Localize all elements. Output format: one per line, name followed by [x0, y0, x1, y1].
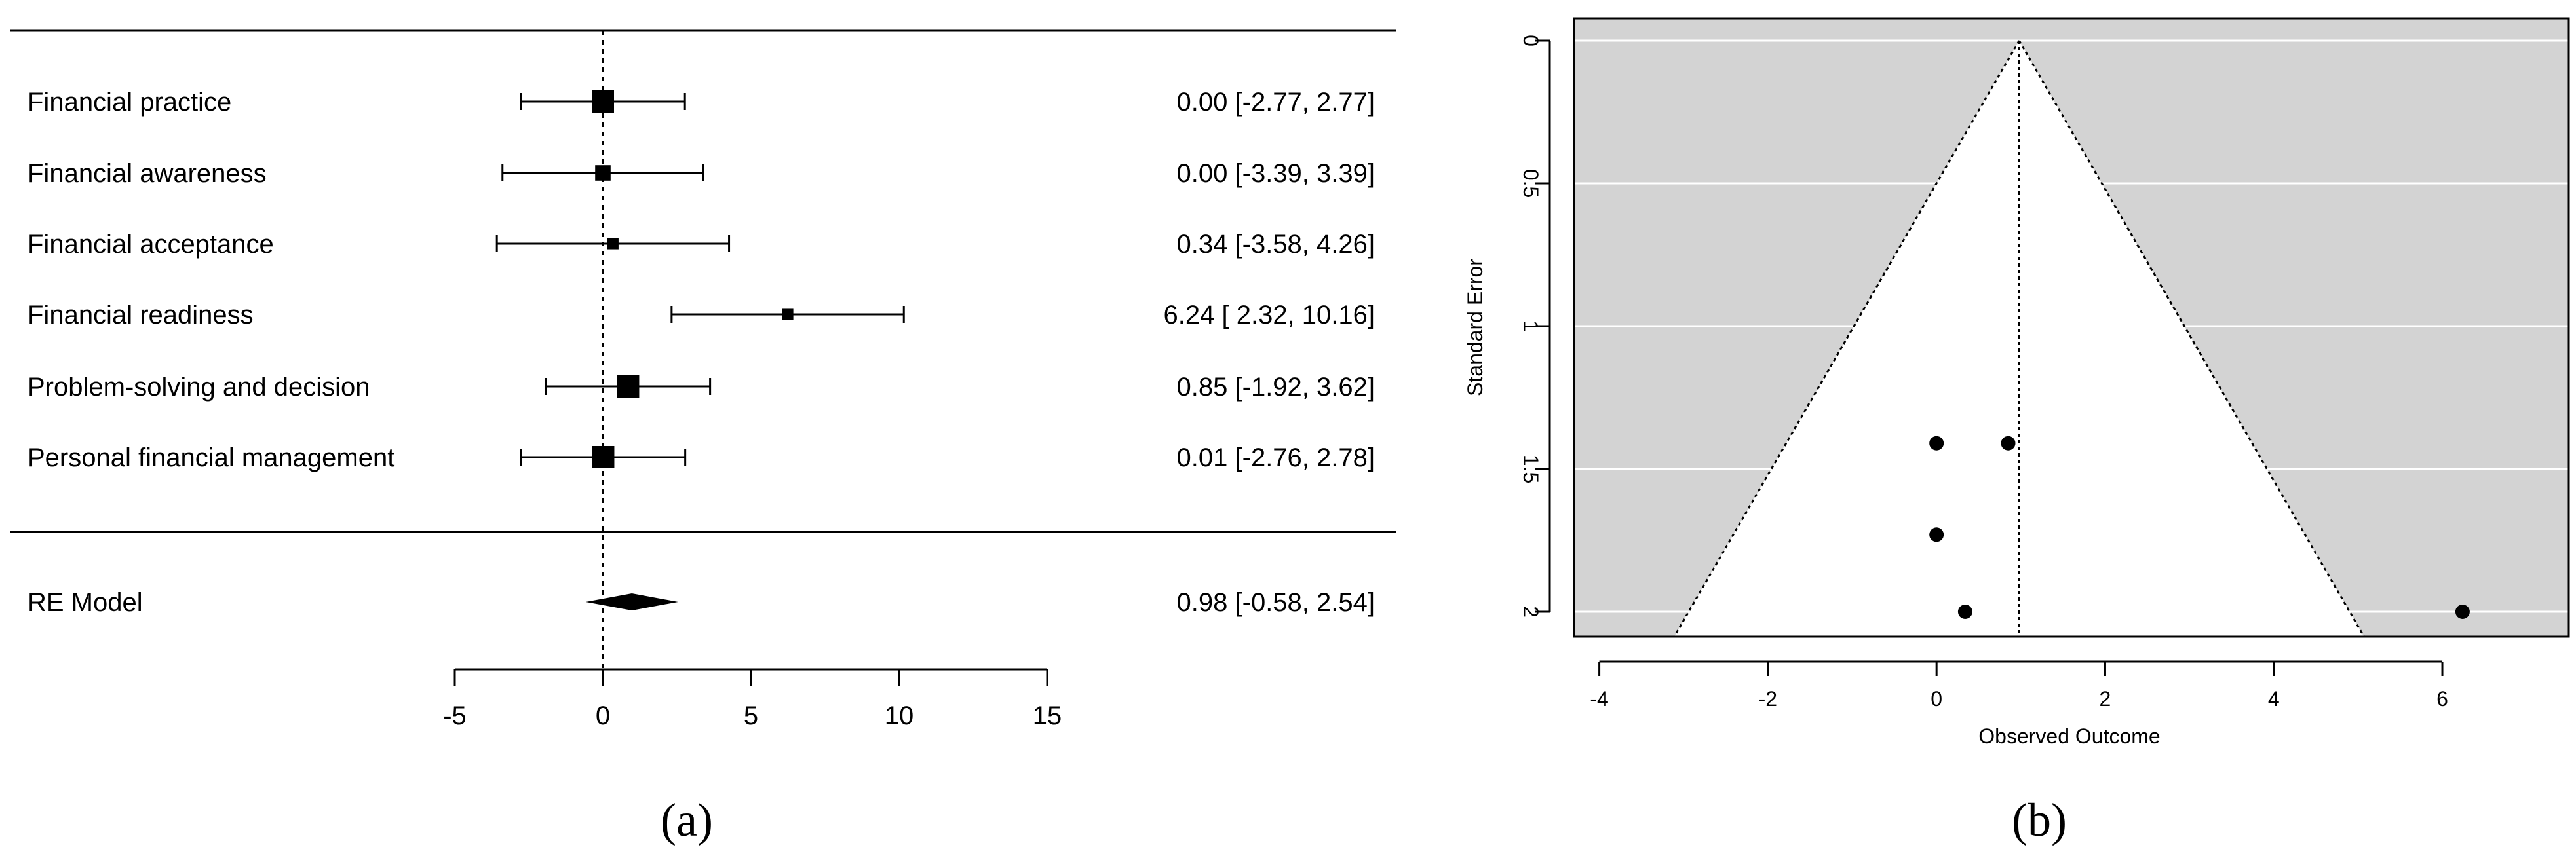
funnel-plot: 0 0.5 1 1.5 2 Standard Error -4 -2 0 2 4 6 Observed … [1463, 17, 2570, 748]
funnel-y-tick-label: 1 [1519, 320, 1543, 332]
funnel-x-tick-label: -2 [1759, 687, 1777, 711]
forest-ci-text: 0.34 [-3.58, 4.26] [1177, 230, 1375, 259]
funnel-data-point [1929, 527, 1944, 542]
forest-study-label: Financial acceptance [28, 230, 274, 259]
panel-label-b: (b) [2012, 794, 2067, 846]
forest-study-label: Problem-solving and decision [28, 373, 370, 402]
forest-summary-diamond [585, 593, 678, 610]
forest-study-label: Financial practice [28, 88, 231, 117]
forest-point-estimate [595, 165, 611, 181]
forest-plot: Financial practice 0.00 [-2.77, 2.77] Fina… [10, 29, 1396, 730]
funnel-x-tick-label: 6 [2436, 687, 2448, 711]
forest-point-estimate [592, 90, 614, 113]
forest-x-tick-label: 10 [885, 701, 914, 730]
funnel-y-axis-label: Standard Error [1463, 259, 1487, 396]
funnel-data-point [2001, 436, 2016, 451]
forest-point-estimate [617, 375, 640, 398]
forest-x-tick-label: -5 [443, 701, 467, 730]
funnel-data-point [1929, 436, 1944, 451]
forest-ci-text: 0.01 [-2.76, 2.78] [1177, 443, 1375, 472]
funnel-x-axis-label: Observed Outcome [1978, 724, 2160, 748]
forest-point-estimate [782, 308, 794, 320]
forest-study-label: Financial readiness [28, 301, 254, 329]
funnel-x-tick-label: 4 [2268, 687, 2280, 711]
funnel-y-tick-label: 1.5 [1519, 455, 1543, 483]
forest-ci-text: 0.00 [-2.77, 2.77] [1177, 88, 1375, 117]
forest-x-tick-label: 0 [596, 701, 610, 730]
funnel-x-tick-label: 2 [2100, 687, 2111, 711]
forest-ci-text: 6.24 [ 2.32, 10.16] [1164, 301, 1375, 329]
funnel-y-tick-label: 0.5 [1519, 169, 1543, 198]
funnel-y-tick-label: 0 [1519, 35, 1543, 47]
forest-ci-text: 0.00 [-3.39, 3.39] [1177, 159, 1375, 188]
forest-summary-ci-text: 0.98 [-0.58, 2.54] [1177, 588, 1375, 617]
forest-summary-label: RE Model [28, 588, 143, 617]
forest-point-estimate [592, 446, 615, 468]
panel-label-a: (a) [661, 794, 713, 846]
funnel-data-point [2455, 605, 2470, 619]
funnel-plot-frame [1573, 17, 2570, 638]
funnel-x-tick-label: -4 [1590, 687, 1608, 711]
funnel-x-tick-label: 0 [1931, 687, 1942, 711]
funnel-data-point [1957, 605, 1972, 619]
forest-ci-text: 0.85 [-1.92, 3.62] [1177, 373, 1375, 402]
funnel-y-tick-label: 2 [1519, 606, 1543, 618]
forest-x-tick-label: 5 [744, 701, 758, 730]
forest-study-label: Financial awareness [28, 159, 267, 188]
forest-x-tick-label: 15 [1033, 701, 1062, 730]
forest-point-estimate [607, 238, 619, 250]
forest-study-label: Personal financial management [28, 443, 394, 472]
